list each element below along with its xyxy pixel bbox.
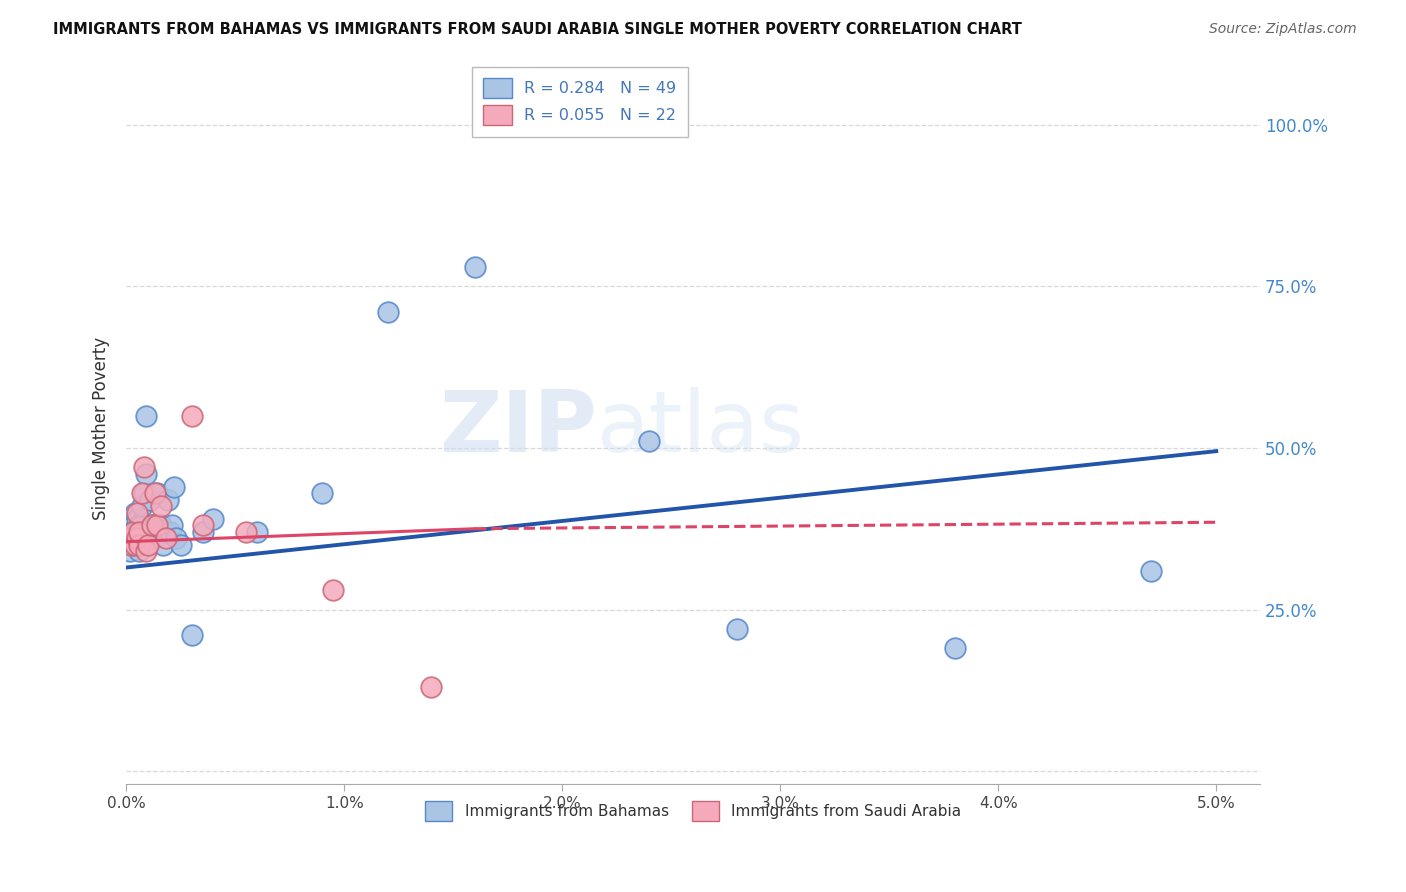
- Point: [464, 260, 486, 274]
- Point: [160, 518, 183, 533]
- Point: [128, 538, 150, 552]
- Point: [725, 622, 748, 636]
- Point: [155, 524, 177, 539]
- Point: [131, 499, 153, 513]
- Y-axis label: Single Mother Poverty: Single Mother Poverty: [93, 337, 110, 520]
- Text: IMMIGRANTS FROM BAHAMAS VS IMMIGRANTS FROM SAUDI ARABIA SINGLE MOTHER POVERTY CO: IMMIGRANTS FROM BAHAMAS VS IMMIGRANTS FR…: [53, 22, 1022, 37]
- Point: [120, 532, 142, 546]
- Point: [135, 467, 157, 481]
- Point: [143, 532, 166, 546]
- Point: [131, 486, 153, 500]
- Point: [180, 409, 202, 423]
- Point: [136, 538, 159, 552]
- Point: [146, 518, 169, 533]
- Point: [120, 524, 142, 539]
- Point: [638, 434, 661, 449]
- Point: [132, 486, 155, 500]
- Point: [156, 492, 179, 507]
- Point: [148, 524, 170, 539]
- Point: [124, 538, 146, 552]
- Point: [120, 538, 142, 552]
- Point: [1140, 564, 1163, 578]
- Point: [127, 538, 149, 552]
- Point: [141, 518, 163, 533]
- Point: [135, 544, 157, 558]
- Point: [152, 538, 174, 552]
- Point: [127, 506, 149, 520]
- Point: [124, 538, 146, 552]
- Point: [377, 305, 399, 319]
- Point: [132, 524, 155, 539]
- Point: [246, 524, 269, 539]
- Point: [118, 544, 141, 558]
- Point: [150, 518, 173, 533]
- Point: [159, 524, 181, 539]
- Point: [128, 518, 150, 533]
- Point: [180, 628, 202, 642]
- Point: [127, 532, 149, 546]
- Point: [311, 486, 333, 500]
- Point: [118, 532, 141, 546]
- Point: [124, 506, 146, 520]
- Point: [128, 532, 150, 546]
- Point: [170, 538, 193, 552]
- Point: [420, 680, 443, 694]
- Point: [124, 524, 146, 539]
- Point: [150, 499, 173, 513]
- Point: [139, 524, 162, 539]
- Point: [235, 524, 257, 539]
- Point: [191, 524, 214, 539]
- Text: Source: ZipAtlas.com: Source: ZipAtlas.com: [1209, 22, 1357, 37]
- Point: [131, 518, 153, 533]
- Point: [143, 518, 166, 533]
- Point: [943, 641, 966, 656]
- Point: [132, 460, 155, 475]
- Point: [128, 544, 150, 558]
- Point: [163, 480, 186, 494]
- Point: [121, 524, 143, 539]
- Point: [131, 532, 153, 546]
- Point: [202, 512, 225, 526]
- Point: [121, 538, 143, 552]
- Point: [155, 532, 177, 546]
- Point: [139, 492, 162, 507]
- Point: [165, 532, 187, 546]
- Point: [191, 518, 214, 533]
- Point: [146, 486, 169, 500]
- Point: [128, 524, 150, 539]
- Point: [127, 512, 149, 526]
- Point: [143, 486, 166, 500]
- Point: [135, 409, 157, 423]
- Point: [136, 532, 159, 546]
- Point: [121, 524, 143, 539]
- Text: ZIP: ZIP: [439, 387, 596, 470]
- Legend: Immigrants from Bahamas, Immigrants from Saudi Arabia: Immigrants from Bahamas, Immigrants from…: [416, 792, 970, 830]
- Text: atlas: atlas: [596, 387, 804, 470]
- Point: [322, 583, 344, 598]
- Point: [127, 524, 149, 539]
- Point: [141, 518, 163, 533]
